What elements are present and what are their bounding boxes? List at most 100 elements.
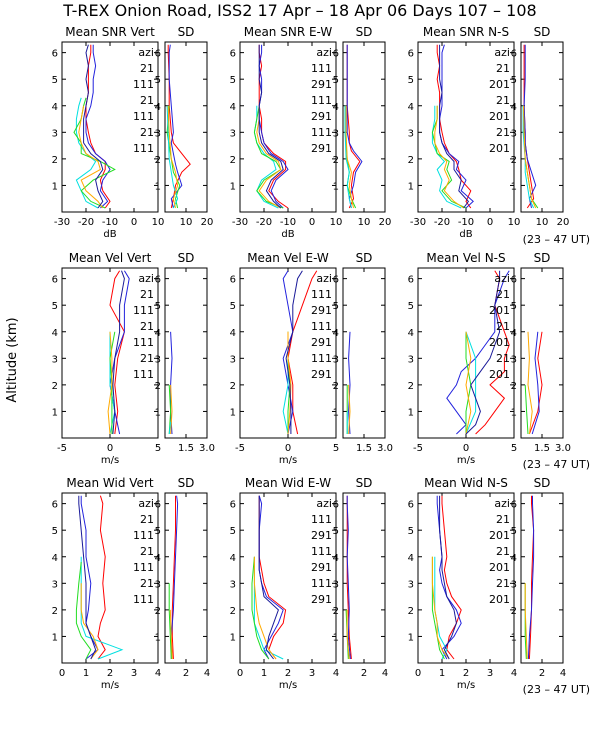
series-line-blue [346,495,351,660]
x-tick-label: -5 [413,443,423,454]
x-tick-label: -30 [54,217,70,228]
y-tick-label: 1 [52,632,58,643]
series-line-red [109,270,125,435]
y-tick-label: 2 [333,606,339,617]
panel-title: SD [534,25,551,39]
y-tick-label: 5 [408,75,414,86]
x-tick-label: 3.0 [555,443,571,454]
series-group [166,44,191,209]
x-tick-label: 10 [152,217,165,228]
panel-title: SD [356,476,373,490]
plot-frame [520,492,564,664]
x-tick-label: -5 [235,443,245,454]
y-tick-label: 6 [511,275,517,286]
y-tick-label: 3 [511,579,517,590]
x-tick-label: 10 [180,217,193,228]
x-tick-label: 3 [487,668,493,679]
y-tick-label: 5 [511,75,517,86]
y-tick-label: 2 [52,381,58,392]
x-tick-label: 20 [379,217,392,228]
y-tick-label: 2 [52,155,58,166]
y-tick-label: 6 [333,275,339,286]
ut-note-row-1: (23 – 47 UT) [523,233,590,246]
y-tick-label: 3 [333,579,339,590]
y-tick-label: 1 [511,181,517,192]
series-line-red [528,331,543,435]
y-tick-label: 1 [408,181,414,192]
x-tick-label: 2 [183,668,189,679]
y-tick-label: 2 [155,381,161,392]
series-line-red [287,270,318,435]
y-tick-label: 1 [333,632,339,643]
panel-title: SD [178,25,195,39]
series-line-cyan [166,105,179,209]
series-line-blue [439,44,474,209]
y-tick-label: 4 [155,553,161,564]
legend-entry: 291 [311,110,332,123]
y-tick-label: 6 [511,500,517,511]
y-tick-label: 1 [333,407,339,418]
legend-entry: 201 [489,593,510,606]
series-line-orange [169,609,173,660]
series-line-orange [524,583,528,660]
panel-title: Mean Wid N-S [424,476,508,490]
series-group [446,270,510,435]
y-tick-label: 2 [511,606,517,617]
x-tick-label: 1.5 [178,443,194,454]
panel-7: SD 1 2 3 4 5 6 1.5 3.0 [155,251,215,454]
x-tick-label: 20 [201,217,214,228]
series-group [168,495,179,660]
panel-title: SD [356,251,373,265]
legend-entry: 21 [140,94,154,107]
legend-entry: 201 [489,561,510,574]
x-tick-label: 4 [155,668,161,679]
series-line-green [73,97,116,209]
series-line-green [166,105,181,209]
legend-header: azi [138,272,154,285]
x-tick-label: 4 [382,668,388,679]
legend-entry: 201 [489,336,510,349]
ut-note-row-2: (23 – 47 UT) [523,458,590,471]
x-tick-label: -5 [57,443,67,454]
panel-9: SD 1 2 3 4 5 6 1.5 3.0 [333,251,393,454]
ut-note-row-3: (23 – 47 UT) [523,683,590,696]
series-line-orange [465,331,472,435]
x-tick-label: -10 [102,217,118,228]
panel-title: Mean Vel Vert [69,251,152,265]
y-tick-label: 2 [230,381,236,392]
series-line-navy [439,495,457,660]
legend-entry: 21 [140,545,154,558]
legend-entry: 111 [311,288,332,301]
y-tick-label: 4 [155,328,161,339]
panel-17: SD 1 2 3 4 5 6 2 4 [511,476,567,679]
series-line-red [436,44,472,209]
legend-header: azi [316,46,332,59]
series-line-navy [285,270,303,434]
x-tick-label: 5 [511,443,517,454]
y-tick-label: 5 [155,75,161,86]
legend-entry: 21 [496,577,510,590]
legend-entry: 111 [311,352,332,365]
legend-entry: 21 [496,352,510,365]
legend-entry: 111 [311,545,332,558]
x-tick-label: 3.0 [377,443,393,454]
series-group [168,331,173,435]
y-tick-label: 1 [333,181,339,192]
x-tick-label: 0 [59,668,65,679]
legend-entry: 111 [133,110,154,123]
legend-entry: 291 [311,78,332,91]
series-group [431,495,462,660]
legend-entry: 111 [311,513,332,526]
series-line-cyan [522,105,535,209]
x-axis-label: m/s [279,455,297,466]
y-tick-label: 4 [52,328,58,339]
y-tick-label: 4 [52,553,58,564]
y-tick-label: 4 [52,102,58,113]
y-tick-label: 5 [511,301,517,312]
legend-entry: 201 [489,78,510,91]
series-line-orange [434,105,464,209]
series-line-blue [170,495,179,659]
legend-entry: 21 [140,320,154,333]
panel-title: SD [534,476,551,490]
